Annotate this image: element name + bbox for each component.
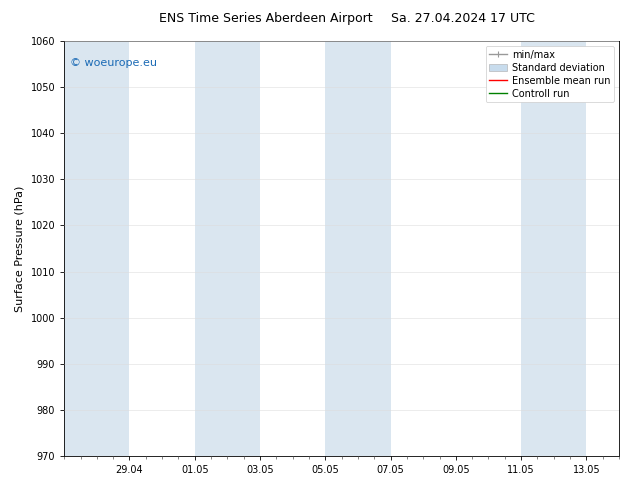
Bar: [195, 41, 260, 456]
Bar: [64, 41, 129, 456]
Legend: min/max, Standard deviation, Ensemble mean run, Controll run: min/max, Standard deviation, Ensemble me…: [486, 46, 614, 102]
Bar: [521, 41, 586, 456]
Text: © woeurope.eu: © woeurope.eu: [70, 58, 157, 68]
Text: Sa. 27.04.2024 17 UTC: Sa. 27.04.2024 17 UTC: [391, 12, 534, 25]
Bar: [325, 41, 391, 456]
Text: ENS Time Series Aberdeen Airport: ENS Time Series Aberdeen Airport: [160, 12, 373, 25]
Y-axis label: Surface Pressure (hPa): Surface Pressure (hPa): [15, 185, 25, 312]
